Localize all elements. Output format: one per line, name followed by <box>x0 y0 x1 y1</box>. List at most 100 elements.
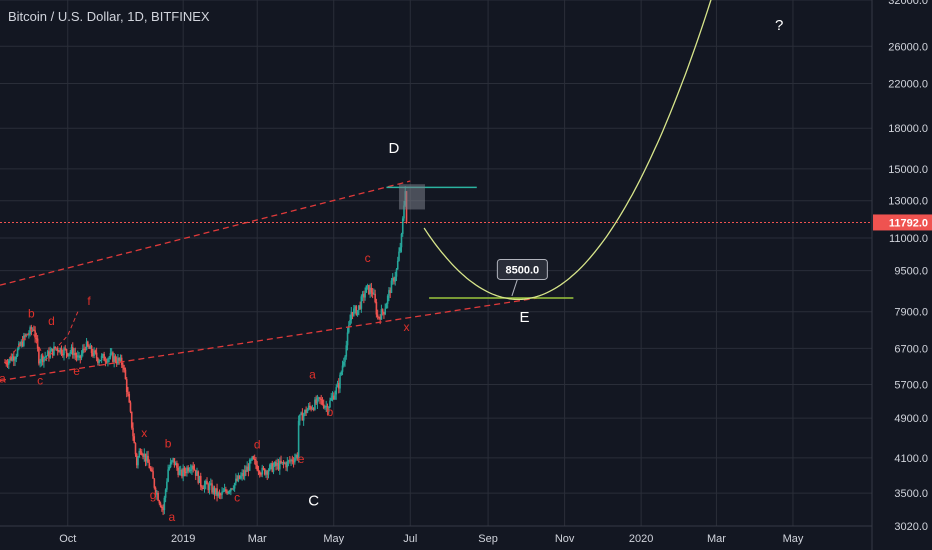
lower-trendline <box>0 297 538 382</box>
candle-body <box>265 471 267 475</box>
wave-label-major: D <box>389 140 400 157</box>
candle-body <box>10 357 13 361</box>
candle-body <box>319 397 321 399</box>
candle-body <box>236 478 238 481</box>
candle-body <box>139 451 142 453</box>
y-tick-label: 4100.0 <box>894 453 928 465</box>
candle-body <box>191 465 193 470</box>
upper-trendline <box>0 180 411 286</box>
candle-body <box>135 454 138 466</box>
candle-body <box>142 454 144 457</box>
candle-body <box>337 383 340 389</box>
candle-body <box>138 451 141 458</box>
candle-body <box>64 348 67 350</box>
candle-body <box>97 358 99 363</box>
candle-body <box>335 387 338 395</box>
candle-body <box>243 470 246 477</box>
candle-body <box>54 346 57 349</box>
y-tick-label: 13000.0 <box>888 196 928 208</box>
candle-body <box>227 491 230 494</box>
candle-body <box>255 459 257 466</box>
candle-body <box>228 491 231 493</box>
candle-body <box>300 412 302 415</box>
candle-body <box>267 470 270 475</box>
candle-body <box>105 361 108 363</box>
candle-body <box>222 491 225 493</box>
candle-body <box>80 353 83 358</box>
wave-label: d <box>48 314 55 328</box>
x-tick-label: Sep <box>478 533 498 545</box>
candle-body <box>292 461 295 463</box>
candle-body <box>317 397 320 399</box>
candle-body <box>85 341 88 350</box>
candle-body <box>133 436 136 444</box>
candle-body <box>257 470 260 472</box>
candle-body <box>359 305 361 309</box>
y-tick-label: 9500.0 <box>894 266 928 278</box>
candle-body <box>246 466 248 472</box>
candle-body <box>322 404 325 408</box>
y-tick-label: 26000.0 <box>888 41 928 53</box>
candle-body <box>13 356 15 361</box>
candle-body <box>330 398 333 401</box>
candle-body <box>321 399 324 405</box>
candle-body <box>50 348 53 352</box>
candle-body <box>370 287 373 293</box>
candle-body <box>163 497 166 511</box>
candle-body <box>169 462 172 467</box>
candle-body <box>31 329 34 331</box>
candle-body <box>346 332 349 346</box>
x-tick-label: Mar <box>248 533 267 545</box>
candle-body <box>69 351 72 354</box>
candle-body <box>223 489 226 492</box>
candle-body <box>11 356 14 361</box>
candle-body <box>143 453 146 457</box>
candle-body <box>281 461 284 464</box>
candle-body <box>232 488 235 490</box>
candle-body <box>186 467 188 474</box>
candle-body <box>93 350 95 356</box>
candle-body <box>172 458 174 461</box>
candle-body <box>48 351 50 358</box>
candle-body <box>161 507 163 509</box>
y-tick-label: 5700.0 <box>894 379 928 391</box>
candle-body <box>306 409 309 413</box>
candle-body <box>173 458 176 466</box>
candle-body <box>388 290 390 296</box>
candle-body <box>167 469 169 482</box>
candle-body <box>140 452 143 455</box>
candle-body <box>65 349 68 354</box>
candle-body <box>245 470 247 472</box>
candle-body <box>399 247 402 252</box>
candle-body <box>99 360 102 362</box>
candle-body <box>104 360 107 362</box>
x-tick-label: Nov <box>555 533 575 545</box>
candle-body <box>28 333 30 335</box>
wave-label: g <box>150 488 157 502</box>
candle-body <box>350 312 353 320</box>
candle-body <box>373 293 375 295</box>
candle-body <box>39 361 41 364</box>
candle-body <box>41 355 44 363</box>
candle-body <box>46 351 49 356</box>
candle-body <box>59 348 62 353</box>
chart-title: Bitcoin / U.S. Dollar, 1D, BITFINEX <box>8 9 210 24</box>
candle-body <box>174 463 177 466</box>
candle-body <box>145 455 148 462</box>
candle-body <box>301 412 304 421</box>
candle-body <box>90 345 93 354</box>
candle-body <box>307 405 310 410</box>
candle-body <box>220 494 222 496</box>
candle-body <box>152 471 154 479</box>
wave-label: a <box>169 510 176 524</box>
candle-body <box>100 355 103 361</box>
wave-label: x <box>141 426 147 440</box>
candle-body <box>339 374 341 389</box>
candle-body <box>181 470 183 477</box>
candle-body <box>309 405 311 408</box>
candle-body <box>369 287 371 294</box>
candle-body <box>348 325 350 333</box>
candle-body <box>23 335 25 346</box>
candle-body <box>58 350 60 353</box>
